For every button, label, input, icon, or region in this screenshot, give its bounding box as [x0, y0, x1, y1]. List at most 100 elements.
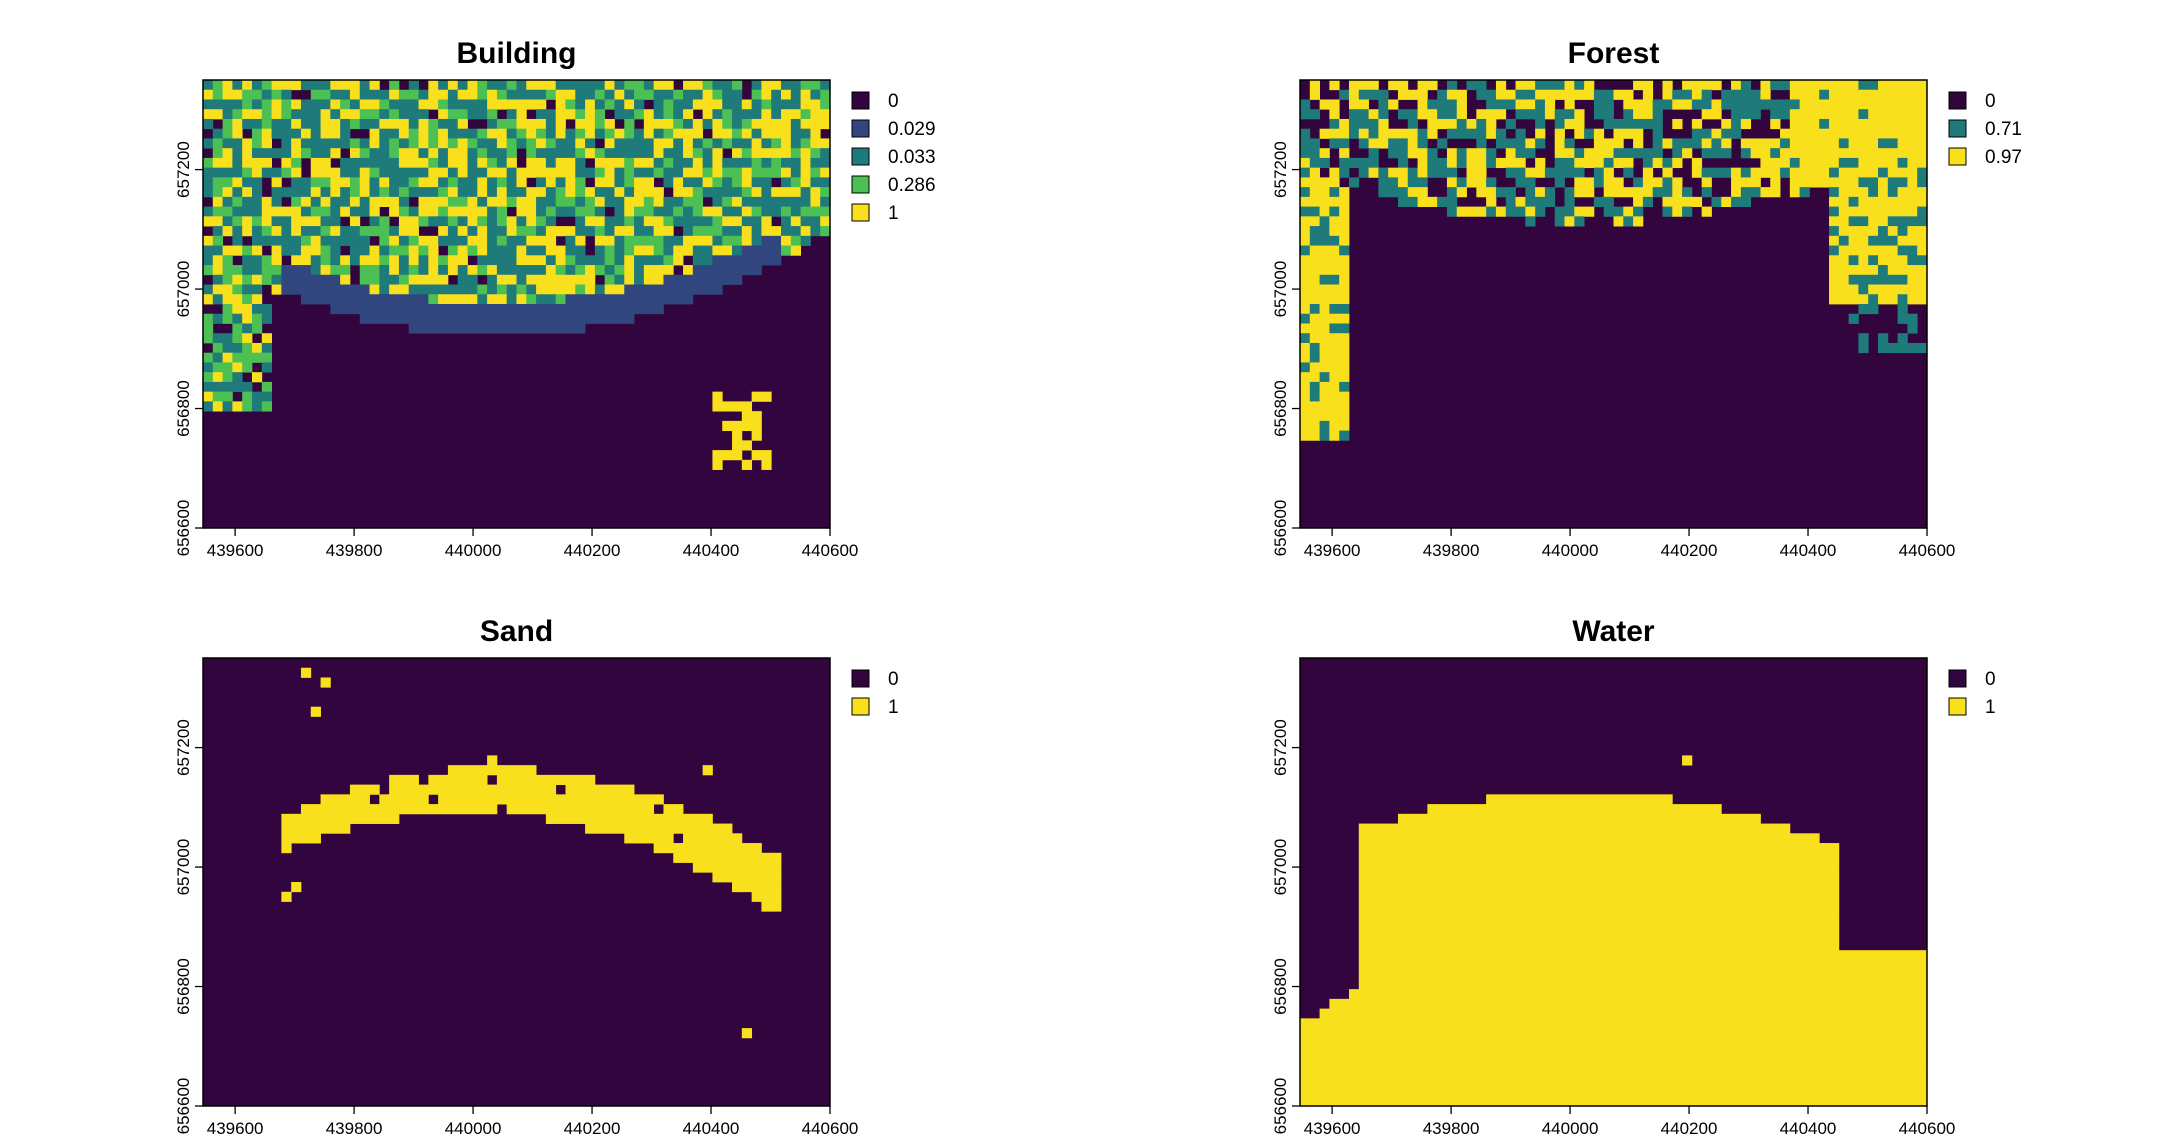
- raster-cell: [663, 196, 684, 208]
- raster-cell: [751, 187, 762, 198]
- raster-cell: [438, 109, 449, 120]
- raster-cell: [1544, 109, 1556, 120]
- raster-cell: [1456, 99, 1467, 110]
- raster-cell: [761, 109, 772, 120]
- raster-cell: [1897, 138, 1928, 149]
- raster-cell: [212, 372, 223, 383]
- raster-cell: [242, 187, 253, 198]
- raster-cell: [702, 118, 713, 130]
- raster-cell: [1329, 138, 1350, 149]
- raster-cell: [1760, 80, 1771, 91]
- raster-cell: [487, 294, 508, 305]
- raster-cell: [1300, 196, 1350, 208]
- raster-cell: [683, 177, 704, 188]
- raster-cell: [506, 804, 655, 815]
- raster-cell: [222, 372, 233, 383]
- raster-cell: [1652, 99, 1673, 110]
- raster-cell: [487, 99, 547, 110]
- raster-cell: [1300, 294, 1350, 305]
- raster-cell: [1731, 167, 1742, 178]
- raster-cell: [673, 245, 694, 256]
- raster-cell: [1838, 157, 1859, 169]
- raster-cell: [575, 167, 596, 178]
- raster-cell: [1407, 177, 1428, 188]
- raster-cell: [1495, 80, 1507, 91]
- raster-cell: [1486, 118, 1497, 130]
- raster-cell: [1574, 148, 1585, 159]
- raster-cell: [800, 226, 811, 237]
- raster-cell: [663, 99, 674, 110]
- raster-cell: [1554, 177, 1565, 188]
- raster-cell: [1515, 89, 1536, 100]
- raster-cell: [624, 245, 635, 256]
- raster-cell: [1819, 89, 1830, 100]
- raster-cell: [1613, 128, 1644, 139]
- raster-cell: [251, 148, 292, 159]
- raster-cell: [1300, 235, 1311, 246]
- raster-cell: [1633, 138, 1644, 149]
- raster-cell: [1897, 187, 1928, 198]
- raster-cell: [1397, 157, 1409, 169]
- raster-cell: [1358, 882, 1840, 893]
- raster-cell: [1829, 284, 1859, 295]
- raster-cell: [732, 245, 743, 256]
- raster-cell: [203, 235, 214, 246]
- raster-cell: [379, 118, 410, 130]
- raster-cell: [810, 157, 831, 169]
- raster-cell: [1300, 1037, 1928, 1048]
- raster-cell: [1329, 420, 1350, 432]
- raster-cell: [506, 157, 517, 169]
- legend-label: 0.97: [1985, 147, 2022, 168]
- raster-cell: [536, 294, 557, 305]
- raster-cell: [624, 187, 635, 198]
- raster-cell: [1682, 187, 1693, 198]
- raster-cell: [1300, 167, 1311, 178]
- x-tick-label: 439800: [1423, 541, 1480, 560]
- raster-cell: [1691, 118, 1703, 130]
- raster-cell: [212, 313, 223, 324]
- raster-cell: [575, 216, 586, 227]
- raster-cell: [1701, 148, 1732, 159]
- raster-cell: [1574, 157, 1605, 169]
- raster-cell: [1446, 157, 1458, 169]
- raster-cell: [702, 167, 713, 178]
- legend-label: 0.286: [888, 175, 936, 196]
- raster-cell: [1789, 177, 1859, 188]
- raster-cell: [203, 89, 214, 100]
- raster-cell: [624, 255, 635, 266]
- raster-cell: [634, 206, 655, 217]
- raster-cell: [487, 284, 498, 295]
- raster-cell: [722, 420, 762, 432]
- raster-cell: [555, 196, 576, 208]
- raster-cell: [516, 80, 527, 91]
- raster-cell: [555, 99, 566, 110]
- raster-cell: [261, 333, 272, 344]
- raster-cell: [320, 118, 341, 130]
- raster-cell: [722, 157, 753, 169]
- raster-cell: [1750, 167, 1781, 178]
- raster-cell: [271, 99, 282, 110]
- raster-cell: [1309, 89, 1320, 100]
- raster-cell: [1613, 148, 1663, 159]
- raster-cell: [212, 284, 233, 295]
- raster-cell: [594, 99, 606, 110]
- raster-cell: [330, 187, 341, 198]
- raster-cell: [438, 138, 449, 149]
- raster-cell: [457, 118, 468, 130]
- raster-cell: [222, 245, 243, 256]
- raster-cell: [555, 128, 566, 139]
- raster-cell: [398, 216, 419, 227]
- y-tick-label: 656800: [174, 380, 193, 437]
- raster-cell: [575, 206, 596, 217]
- raster-cell: [692, 226, 723, 237]
- raster-cell: [281, 138, 292, 149]
- raster-cell: [369, 206, 380, 217]
- raster-cell: [683, 118, 694, 130]
- raster-cell: [1515, 109, 1546, 120]
- raster-cell: [1456, 187, 1467, 198]
- raster-cell: [732, 882, 782, 893]
- raster-cell: [1711, 99, 1722, 110]
- raster-cell: [810, 128, 821, 139]
- raster-cell: [359, 89, 390, 100]
